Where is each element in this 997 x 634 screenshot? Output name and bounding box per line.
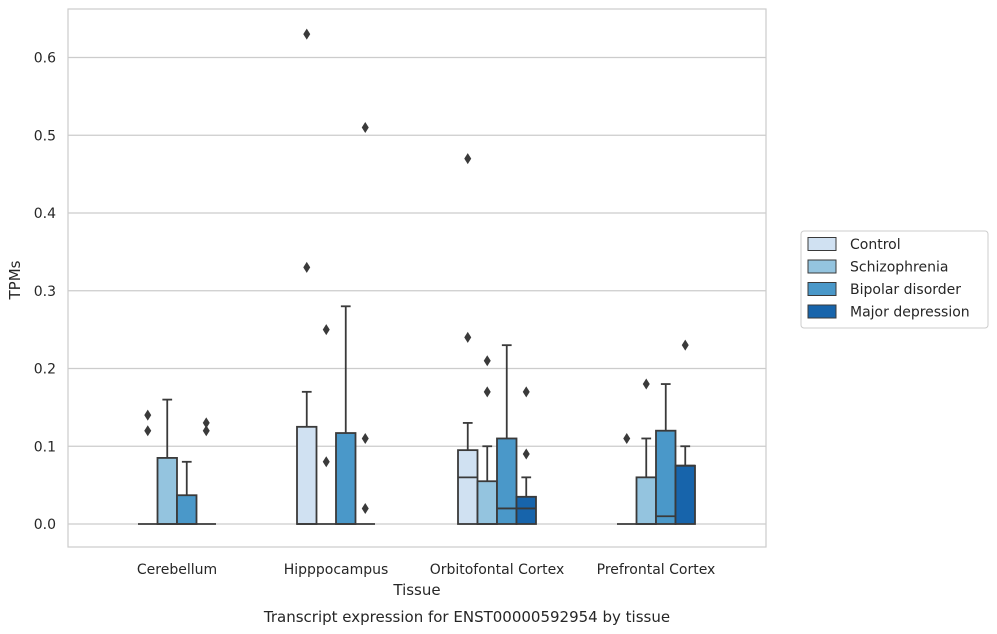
outlier-point: [144, 425, 152, 437]
outlier-point: [202, 417, 210, 429]
box-body: [655, 429, 677, 525]
outlier-point: [303, 261, 311, 273]
box-body: [457, 449, 479, 525]
outlier-point: [361, 121, 369, 133]
outlier-point: [464, 153, 472, 165]
x-tick-label: Cerebellum: [137, 562, 217, 578]
box-body: [496, 437, 518, 525]
y-tick-label: 0.6: [34, 51, 56, 67]
outlier-point: [322, 324, 330, 336]
box-bipolar-disorder: [335, 305, 357, 525]
legend-swatch: [807, 237, 837, 251]
x-axis-label: Tissue: [392, 581, 440, 599]
box-bipolar-disorder: [496, 344, 518, 525]
legend-label: Major depression: [850, 305, 970, 321]
box-major-depression: [515, 386, 537, 525]
y-axis-ticks: 0.0 0.1 0.2 0.3 0.4 0.5 0.6: [34, 51, 56, 534]
box-body: [296, 425, 318, 525]
outlier-point: [361, 502, 369, 514]
box-schizophrenia: [635, 378, 657, 525]
box-major-depression: [674, 339, 696, 525]
outlier-point: [483, 355, 491, 367]
grid-lines: [68, 56, 766, 525]
outlier-point: [361, 432, 369, 444]
box-schizophrenia: [316, 324, 336, 525]
box-bipolar-disorder: [176, 460, 198, 525]
y-tick-label: 0.1: [34, 439, 56, 455]
outlier-point: [522, 448, 530, 460]
legend-label: Bipolar disorder: [850, 282, 961, 298]
box-plots: [138, 28, 696, 525]
box-body: [176, 494, 198, 525]
y-tick-label: 0.2: [34, 362, 56, 378]
box-body: [515, 495, 537, 525]
y-axis-label: TPMs: [6, 260, 24, 300]
legend-swatch: [807, 304, 837, 319]
box-schizophrenia: [476, 355, 498, 525]
box-major-depression: [355, 121, 375, 525]
outlier-point: [202, 425, 210, 437]
box-control: [296, 28, 318, 525]
outlier-point: [464, 331, 472, 343]
box-control: [138, 409, 158, 525]
box-body: [476, 480, 498, 525]
x-tick-label: Orbitofontal Cortex: [430, 562, 565, 578]
legend-frame: [800, 230, 989, 329]
legend-swatch: [807, 282, 837, 296]
legend-label: Control: [850, 237, 901, 253]
plot-area-frame: [67, 8, 767, 548]
y-tick-label: 0.0: [34, 517, 56, 533]
outlier-point: [322, 456, 330, 468]
box-schizophrenia: [156, 398, 178, 525]
legend: Control Schizophrenia Bipolar disorder Majo…: [800, 230, 989, 329]
outlier-point: [483, 386, 491, 398]
y-tick-label: 0.4: [34, 206, 56, 222]
x-axis-ticks: Cerebellum Hipppocampus Orbitofontal Corte…: [137, 562, 715, 578]
y-tick-label: 0.3: [34, 284, 56, 300]
x-tick-label: Hipppocampus: [284, 562, 389, 578]
outlier-point: [144, 409, 152, 421]
box-body: [674, 464, 696, 525]
box-body: [156, 457, 178, 525]
box-control: [617, 432, 637, 525]
box-control: [457, 153, 479, 525]
outlier-point: [681, 339, 689, 351]
box-body: [335, 432, 357, 525]
outlier-point: [642, 378, 650, 390]
box-major-depression: [196, 417, 216, 525]
box-bipolar-disorder: [655, 383, 677, 525]
outlier-point: [303, 28, 311, 40]
outlier-point: [623, 432, 631, 444]
outlier-point: [522, 386, 530, 398]
x-tick-label: Prefrontal Cortex: [597, 562, 716, 578]
y-tick-label: 0.5: [34, 128, 56, 144]
chart-caption: Transcript expression for ENST0000059295…: [263, 608, 670, 626]
legend-label: Schizophrenia: [850, 260, 948, 276]
legend-swatch: [807, 259, 837, 274]
box-body: [635, 476, 657, 525]
